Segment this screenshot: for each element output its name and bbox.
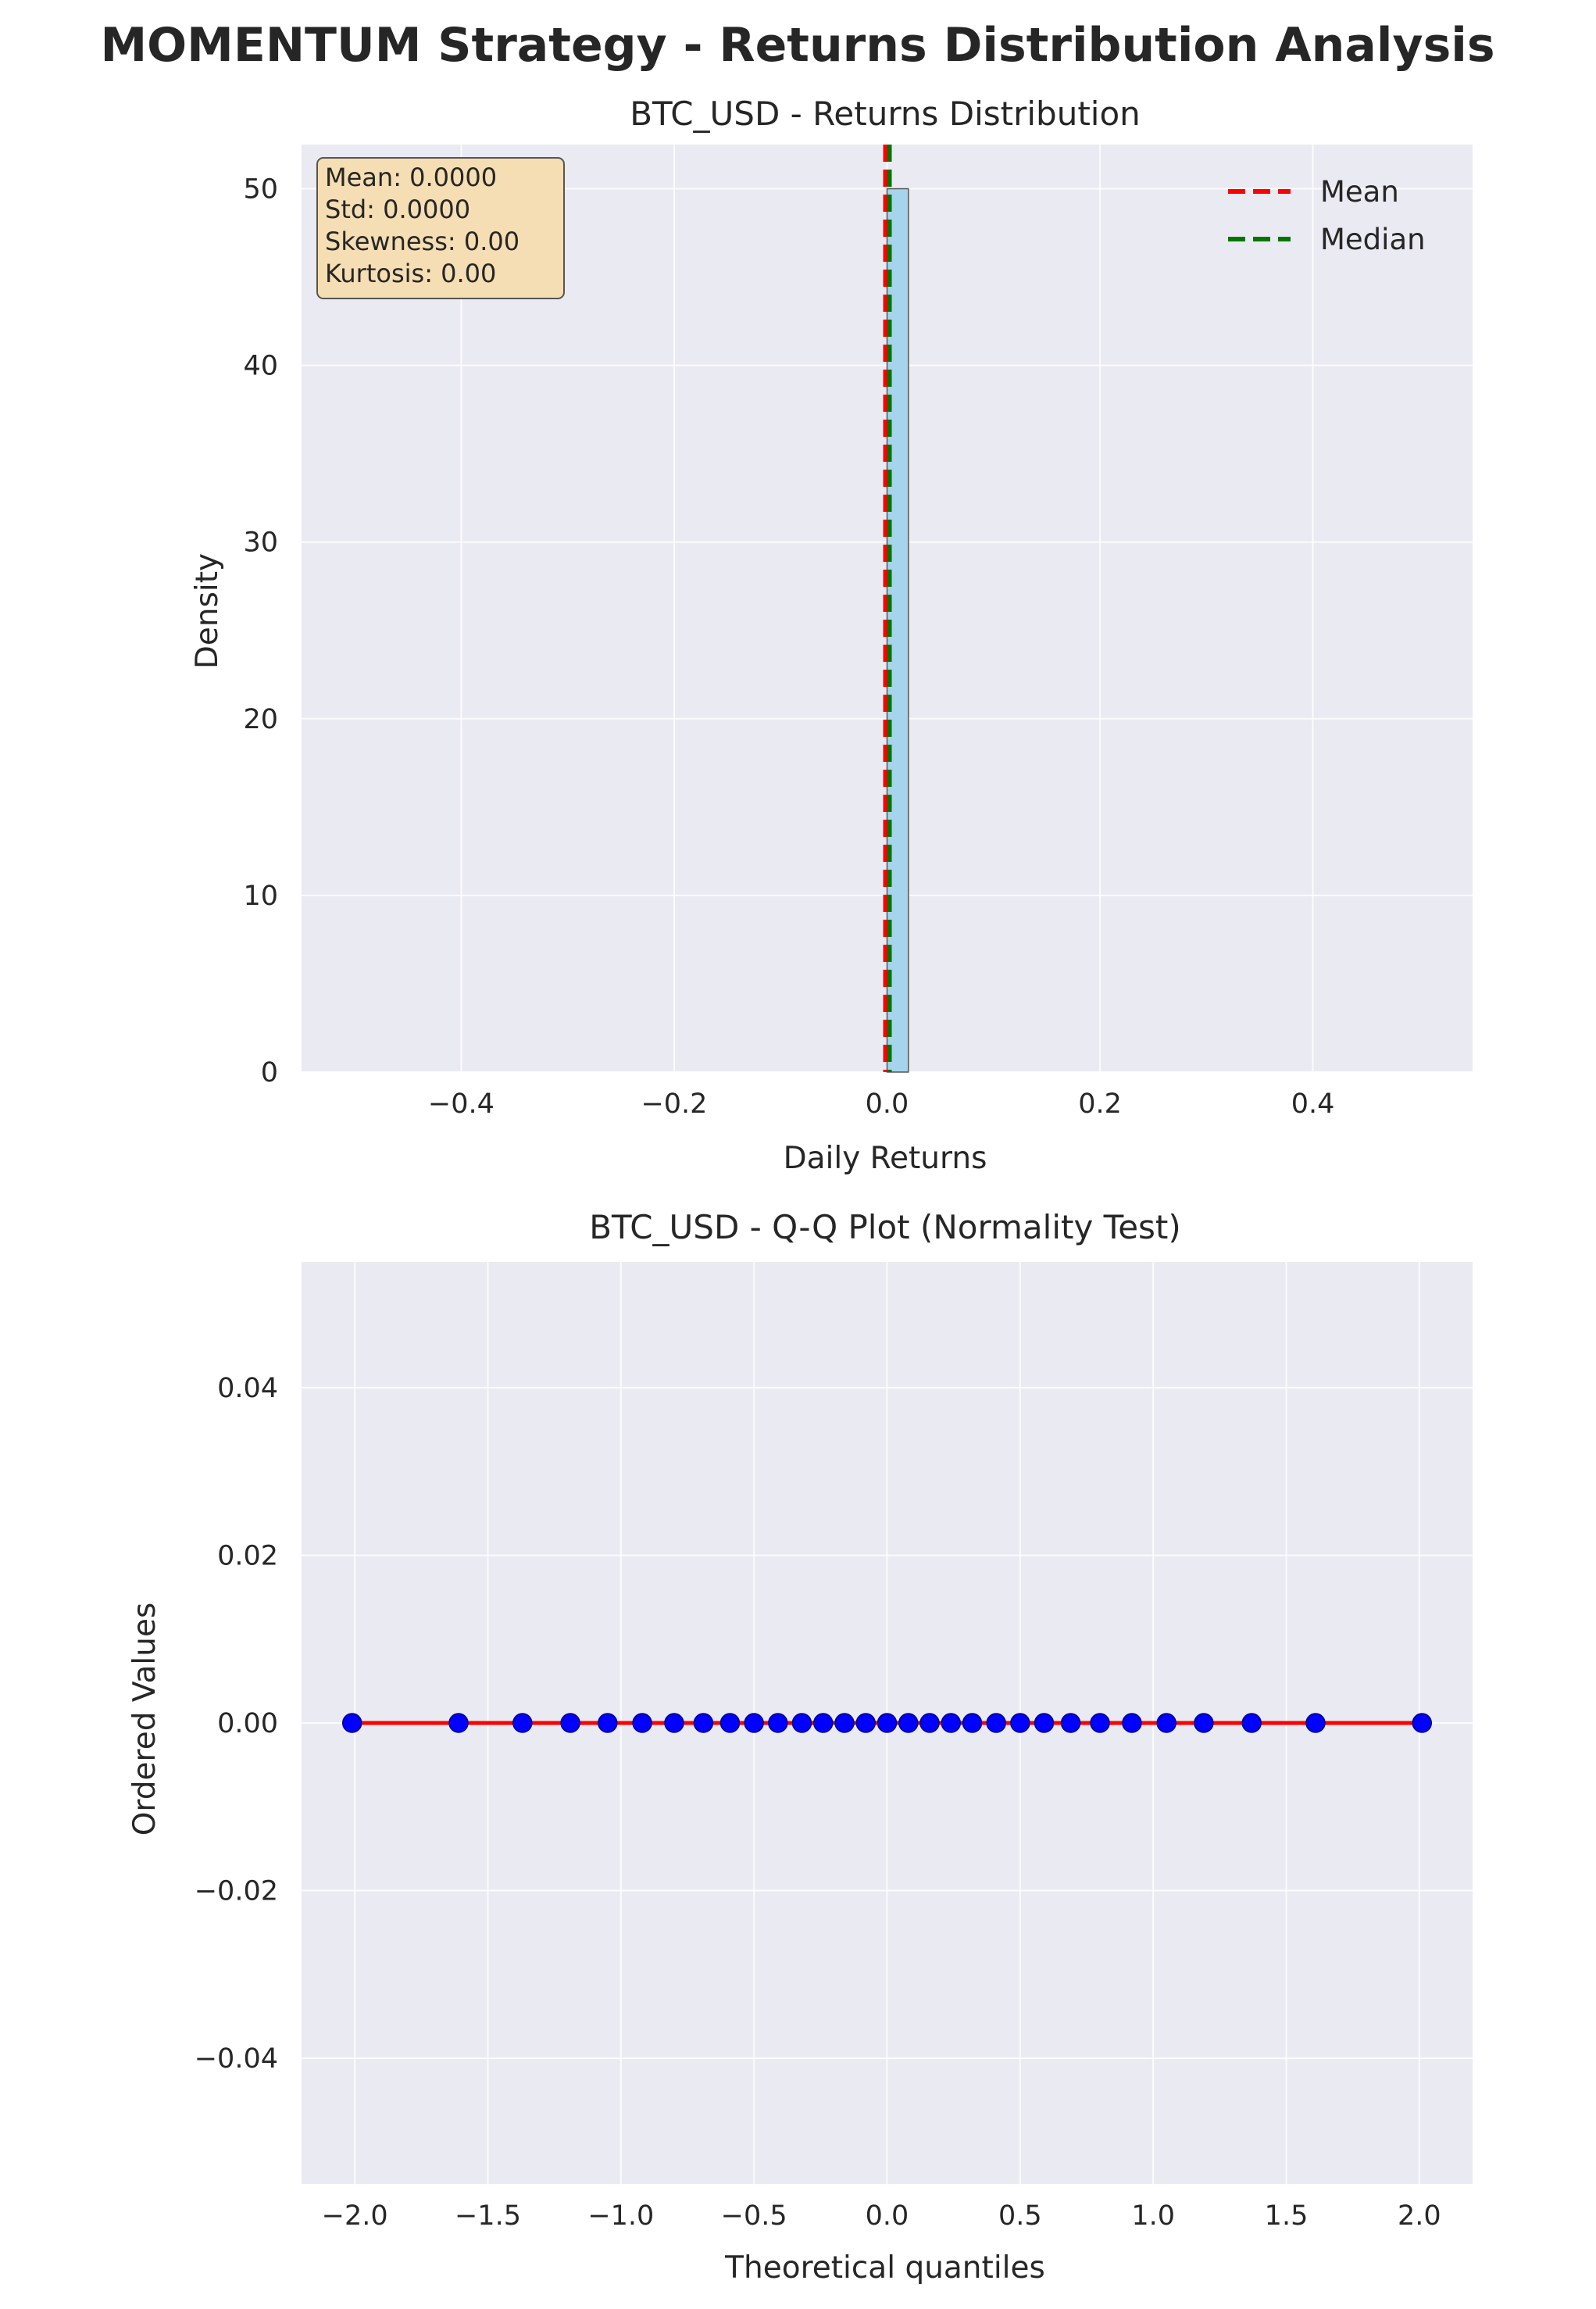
legend-mean-label: Mean [1320,175,1399,209]
y-tick-label: 0.00 [217,1708,278,1739]
qq-point [941,1713,962,1733]
y-tick-label: 20 [243,704,278,735]
stat-std: Std: 0.0000 [325,195,470,224]
histogram-reference-lines [883,145,892,1072]
qq-point [448,1713,469,1733]
y-tick-label: 40 [243,351,278,382]
x-tick-label: −1.0 [587,2200,654,2232]
histogram-x-ticks: −0.4 −0.2 0.0 0.2 0.4 [428,1088,1335,1120]
figure-suptitle: MOMENTUM Strategy - Returns Distribution… [100,18,1494,73]
qq-point [598,1713,618,1733]
qq-point [812,1713,834,1733]
qq-point [664,1713,684,1733]
qq-point [560,1713,580,1733]
y-tick-label: 0.04 [217,1373,278,1404]
stats-box: Mean: 0.0000 Std: 0.0000 Skewness: 0.00 … [316,157,565,299]
qq-point [1156,1713,1176,1733]
qq-point [1034,1713,1055,1733]
qq-point [1241,1713,1262,1733]
x-tick-label: 0.0 [866,2200,909,2232]
qq-point [512,1713,533,1733]
y-tick-label: 50 [243,174,278,206]
qq-point [898,1713,919,1733]
x-tick-label: 1.0 [1131,2200,1175,2232]
qq-point [768,1713,788,1733]
qq-y-label: Ordered Values [127,1603,162,1836]
qq-point [1412,1713,1433,1733]
y-tick-label: 10 [243,881,278,912]
qq-plot-panel: BTC_USD - Q-Q Plot (Normality Test) −2.0… [127,1208,1473,2286]
qq-point [1194,1713,1214,1733]
y-tick-label: −0.04 [195,2043,278,2075]
x-tick-label: −0.2 [641,1088,707,1120]
qq-point [1090,1713,1110,1733]
x-tick-label: −2.0 [322,2200,388,2232]
qq-point [919,1713,940,1733]
qq-x-ticks: −2.0 −1.5 −1.0 −0.5 0.0 0.5 1.0 1.5 2.0 [322,2200,1441,2232]
qq-point [719,1713,741,1733]
qq-y-ticks: −0.04 −0.02 0.00 0.02 0.04 [195,1373,278,2075]
qq-title: BTC_USD - Q-Q Plot (Normality Test) [589,1208,1181,1246]
x-tick-label: 0.0 [866,1088,909,1120]
qq-point [834,1713,855,1733]
histogram-y-label: Density [190,553,225,669]
stats-box-background [316,157,565,299]
qq-point [1305,1713,1326,1733]
y-tick-label: 0.02 [217,1540,278,1571]
histogram-panel: BTC_USD - Returns Distribution −0.4 −0.2 0… [190,95,1473,1176]
x-tick-label: 1.5 [1265,2200,1309,2232]
qq-point [744,1713,764,1733]
qq-point [1010,1713,1030,1733]
histogram-x-label: Daily Returns [784,1141,987,1176]
qq-point [791,1713,812,1733]
y-tick-label: −0.02 [195,1876,278,1907]
qq-point [962,1713,983,1733]
histogram-title: BTC_USD - Returns Distribution [630,95,1141,133]
stat-kurtosis: Kurtosis: 0.00 [325,259,496,288]
x-tick-label: 2.0 [1398,2200,1441,2232]
x-tick-label: −1.5 [455,2200,521,2232]
qq-point [341,1713,362,1733]
stat-mean: Mean: 0.0000 [325,163,497,192]
x-tick-label: −0.4 [428,1088,495,1120]
stat-skewness: Skewness: 0.00 [325,227,520,256]
x-tick-label: 0.5 [998,2200,1042,2232]
legend-median-label: Median [1320,223,1426,256]
qq-points [341,1713,1433,1733]
x-tick-label: −0.5 [721,2200,787,2232]
histogram-legend: Mean Median [1228,175,1426,256]
qq-point [1122,1713,1142,1733]
qq-x-label: Theoretical quantiles [724,2250,1045,2286]
qq-point [693,1713,714,1733]
qq-point [877,1713,898,1733]
qq-point [1060,1713,1081,1733]
x-tick-label: 0.4 [1291,1088,1335,1120]
x-tick-label: 0.2 [1078,1088,1122,1120]
qq-point [632,1713,652,1733]
y-tick-label: 30 [243,527,278,559]
y-tick-label: 0 [261,1057,278,1088]
qq-point [855,1713,876,1733]
histogram-y-ticks: 0 10 20 30 40 50 [243,174,278,1088]
qq-point [986,1713,1006,1733]
